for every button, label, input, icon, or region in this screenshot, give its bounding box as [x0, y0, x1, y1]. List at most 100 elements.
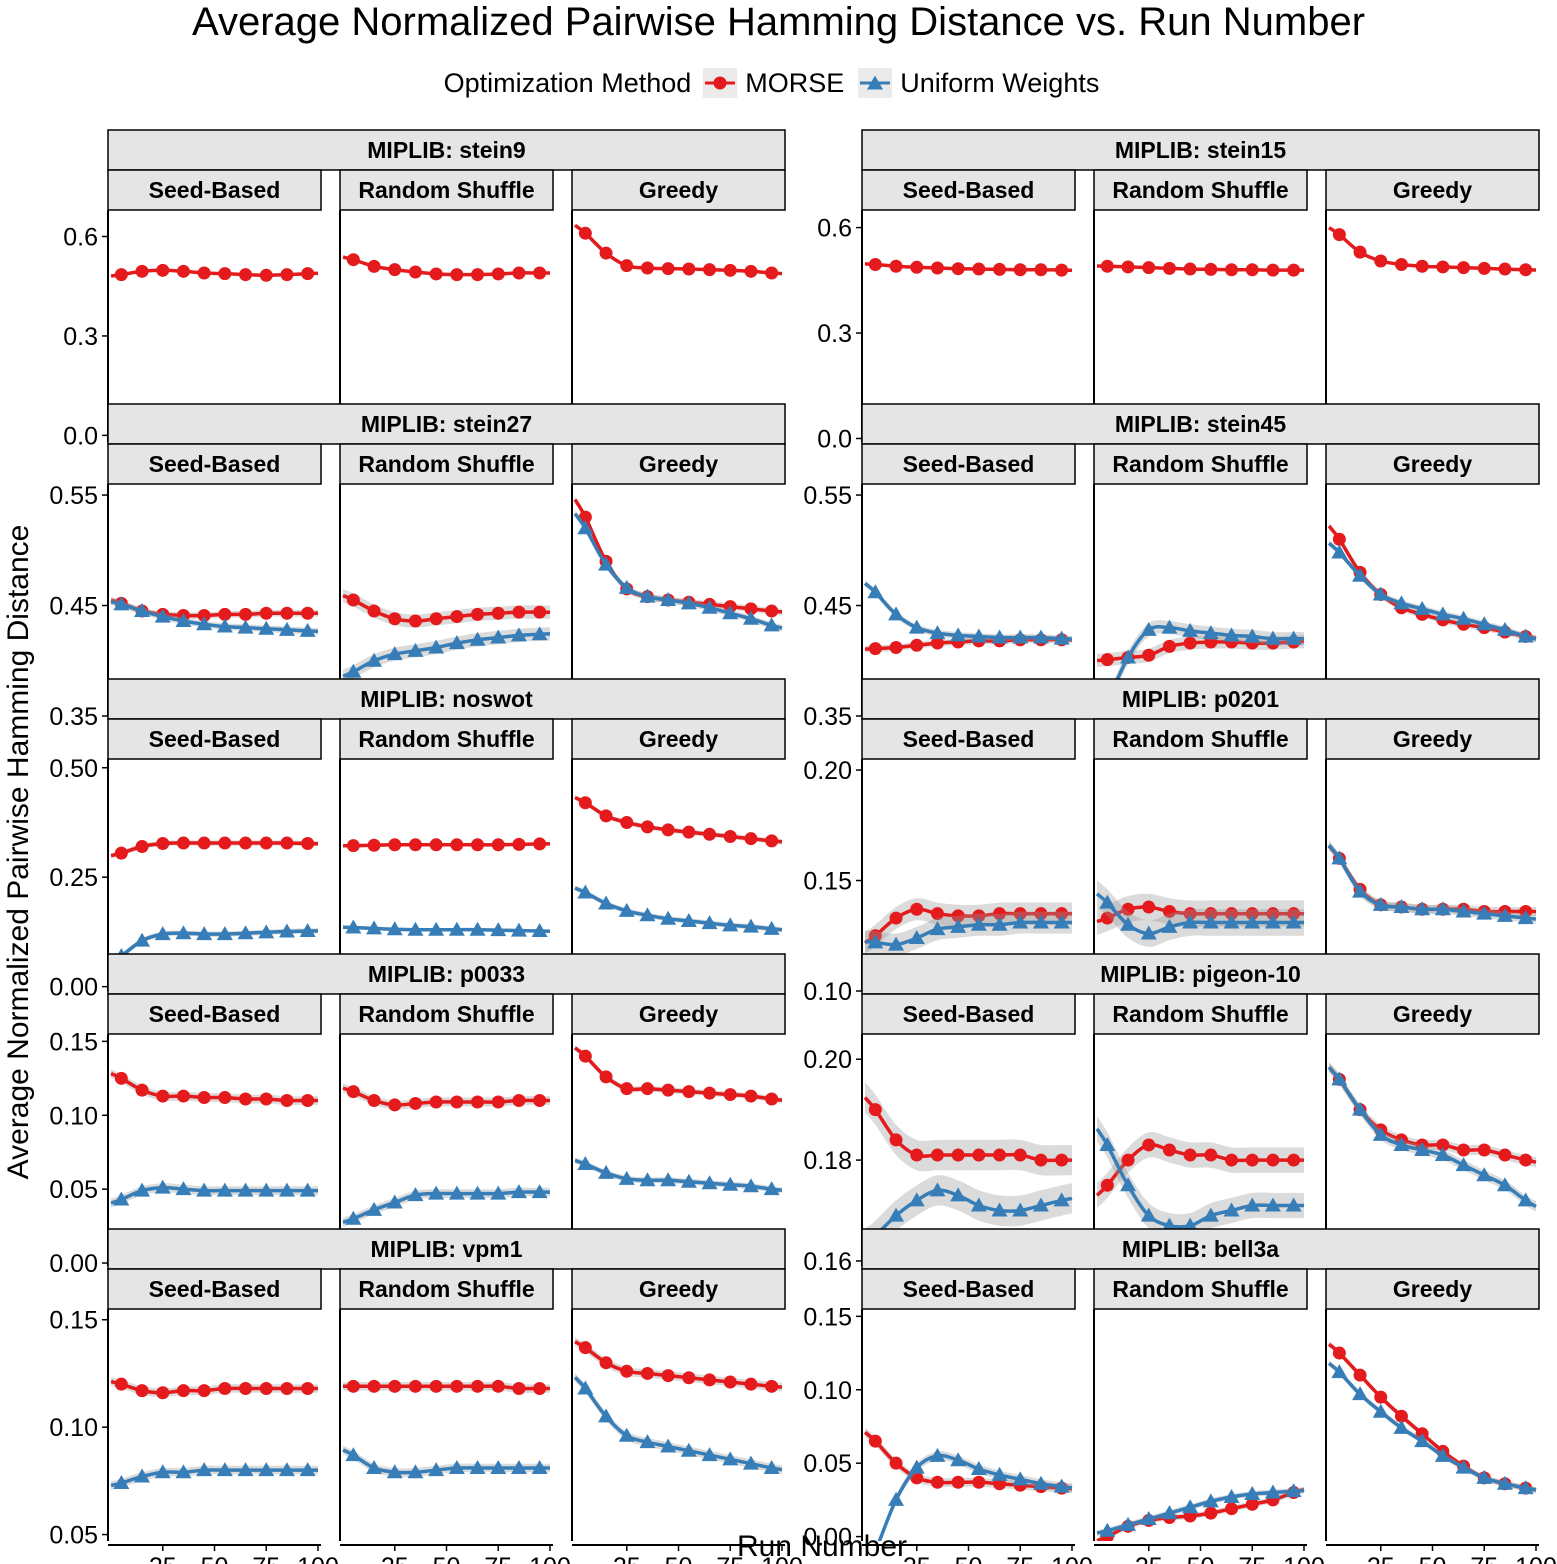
data-point-uniform-weights	[448, 635, 465, 650]
data-point-uniform-weights	[469, 1459, 486, 1474]
data-point-morse	[388, 1379, 402, 1393]
data-point-morse	[1183, 262, 1197, 276]
data-point-morse	[1013, 1148, 1027, 1162]
data-point-uniform-weights	[1476, 905, 1493, 920]
y-tick-label: 0.05	[49, 1522, 98, 1550]
data-point-uniform-weights	[510, 922, 527, 937]
data-point-morse	[176, 1384, 190, 1398]
data-point-morse	[578, 1341, 592, 1355]
data-point-morse	[1245, 263, 1259, 277]
data-point-morse	[218, 1091, 232, 1105]
data-point-morse	[930, 907, 944, 921]
strip-label-miplib-stein9: MIPLIB: stein9	[367, 137, 525, 163]
data-point-morse	[218, 1381, 232, 1395]
strip-miplib-pigeon-10-greedy	[1325, 993, 1540, 1035]
data-point-uniform-weights	[278, 923, 295, 938]
data-point-uniform-weights	[763, 1181, 780, 1196]
data-point-morse	[972, 909, 986, 923]
panel-miplib-p0201-seed-based	[864, 898, 1073, 956]
data-point-morse	[868, 1103, 882, 1117]
data-point-morse	[930, 636, 944, 650]
data-point-uniform-weights	[888, 1491, 905, 1506]
data-point-uniform-weights	[1414, 1142, 1431, 1156]
data-point-morse	[259, 1381, 273, 1395]
data-point-uniform-weights	[448, 1185, 465, 1200]
data-point-morse	[1034, 907, 1048, 921]
data-point-uniform-weights	[407, 921, 424, 936]
strip-miplib-stein15-greedy	[1325, 169, 1540, 211]
data-point-morse	[408, 838, 422, 852]
data-point-morse	[533, 1381, 547, 1395]
strip-miplib-bell3a	[861, 1228, 1540, 1270]
data-point-morse	[661, 1083, 675, 1097]
data-point-morse	[910, 902, 924, 916]
data-point-uniform-weights	[1182, 1217, 1199, 1232]
data-point-uniform-weights	[680, 1442, 697, 1457]
y-tick-label: 0.00	[49, 974, 98, 1002]
data-point-uniform-weights	[237, 925, 254, 940]
data-point-morse	[910, 1148, 924, 1162]
strip-label-miplib-stein9-seed-based: Seed-Based	[149, 177, 281, 203]
data-point-morse	[512, 605, 526, 619]
x-tick-label: 100	[529, 1553, 571, 1564]
strip-label-miplib-p0201-random-shuffle: Random Shuffle	[1112, 726, 1288, 752]
strip-label-miplib-bell3a-seed-based: Seed-Based	[903, 1276, 1035, 1302]
data-point-morse	[744, 1089, 758, 1103]
data-point-morse	[1245, 1153, 1259, 1167]
data-point-uniform-weights	[1372, 896, 1389, 911]
data-point-morse	[301, 606, 315, 620]
data-point-morse	[1183, 907, 1197, 921]
data-point-morse	[868, 257, 882, 271]
strip-miplib-stein15	[861, 129, 1540, 171]
data-point-morse	[1332, 532, 1346, 546]
legend: Optimization Method MORSE Uniform Weight…	[0, 62, 1557, 104]
data-point-uniform-weights	[1352, 1386, 1369, 1401]
data-point-uniform-weights	[888, 606, 905, 621]
strip-label-miplib-p0033: MIPLIB: p0033	[368, 961, 525, 987]
data-point-morse	[620, 815, 634, 829]
data-point-morse	[408, 614, 422, 628]
series-line-uniform-weights	[1327, 1361, 1537, 1492]
x-tick-label: 50	[955, 1553, 983, 1564]
strip-label-miplib-stein27-random-shuffle: Random Shuffle	[358, 451, 534, 477]
data-point-uniform-weights	[175, 1181, 192, 1196]
data-point-uniform-weights	[888, 1207, 905, 1222]
data-point-morse	[450, 1379, 464, 1393]
y-tick-label: 0.05	[803, 1450, 852, 1478]
data-point-morse	[301, 1093, 315, 1107]
data-point-uniform-weights	[1012, 1202, 1029, 1217]
data-point-morse	[682, 825, 696, 839]
data-point-uniform-weights	[1032, 1475, 1049, 1490]
data-point-uniform-weights	[1496, 621, 1513, 636]
data-point-morse	[1055, 263, 1069, 277]
data-point-morse	[1266, 1153, 1280, 1167]
data-point-uniform-weights	[1202, 1207, 1219, 1222]
data-point-uniform-weights	[639, 1434, 656, 1449]
data-point-uniform-weights	[1053, 1192, 1070, 1207]
data-point-morse	[429, 838, 443, 852]
strip-label-miplib-stein45-greedy: Greedy	[1393, 451, 1472, 477]
y-tick-label: 0.10	[49, 1102, 98, 1130]
data-point-morse	[1100, 259, 1114, 273]
data-point-uniform-weights	[1012, 1471, 1029, 1486]
data-point-uniform-weights	[407, 1187, 424, 1202]
data-point-morse	[388, 612, 402, 626]
data-point-morse	[620, 1364, 634, 1378]
strip-label-miplib-stein9-random-shuffle: Random Shuffle	[358, 177, 534, 203]
data-point-morse	[765, 1092, 779, 1106]
strip-miplib-stein45	[861, 403, 1540, 445]
data-point-morse	[930, 1148, 944, 1162]
data-point-uniform-weights	[1434, 901, 1451, 916]
y-tick-label: 0.6	[63, 224, 98, 252]
x-tick-label: 75	[1470, 1553, 1498, 1564]
data-point-morse	[1266, 263, 1280, 277]
data-point-uniform-weights	[970, 1461, 987, 1476]
data-point-morse	[1225, 907, 1239, 921]
data-point-morse	[1100, 653, 1114, 667]
data-point-morse	[661, 262, 675, 276]
data-point-morse	[703, 1086, 717, 1100]
data-point-uniform-weights	[1244, 914, 1261, 929]
data-point-uniform-weights	[345, 1447, 362, 1462]
data-point-morse	[620, 259, 634, 273]
data-point-uniform-weights	[345, 1210, 362, 1225]
